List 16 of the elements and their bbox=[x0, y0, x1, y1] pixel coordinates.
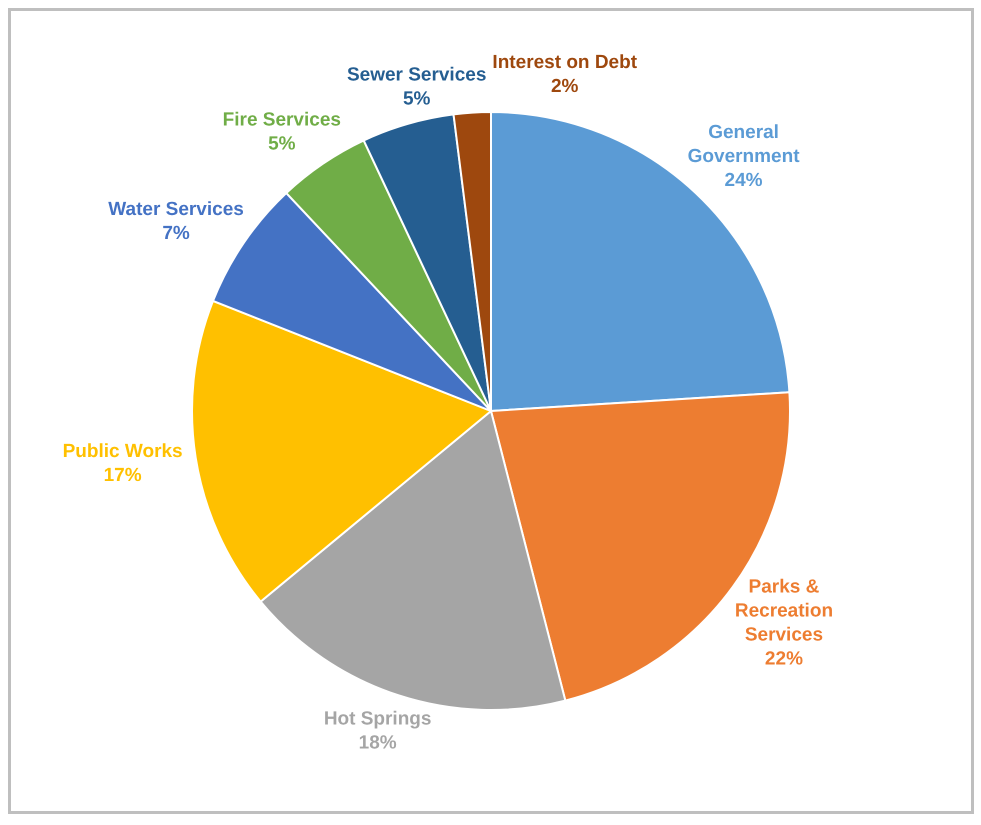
data-label: 22% bbox=[764, 648, 804, 670]
slice-label: General Government bbox=[688, 122, 800, 167]
slice-label: Hot Springs bbox=[324, 708, 432, 730]
slice-label: Water Services bbox=[108, 198, 244, 220]
slice-label: Sewer Services bbox=[346, 64, 486, 86]
slice-label: Interest on Debt bbox=[492, 52, 638, 73]
data-label: 24% bbox=[724, 170, 763, 191]
data-label: 5% bbox=[402, 88, 431, 110]
slice-label: Fire Services bbox=[222, 110, 341, 131]
data-label: 7% bbox=[162, 222, 190, 244]
slice-label: Public Works bbox=[62, 440, 183, 462]
data-label: 17% bbox=[104, 464, 142, 486]
data-label: 18% bbox=[358, 732, 397, 754]
data-label: 5% bbox=[268, 134, 296, 155]
data-label: 2% bbox=[550, 76, 579, 97]
slice-label: Parks & Recreation Services bbox=[734, 576, 834, 646]
